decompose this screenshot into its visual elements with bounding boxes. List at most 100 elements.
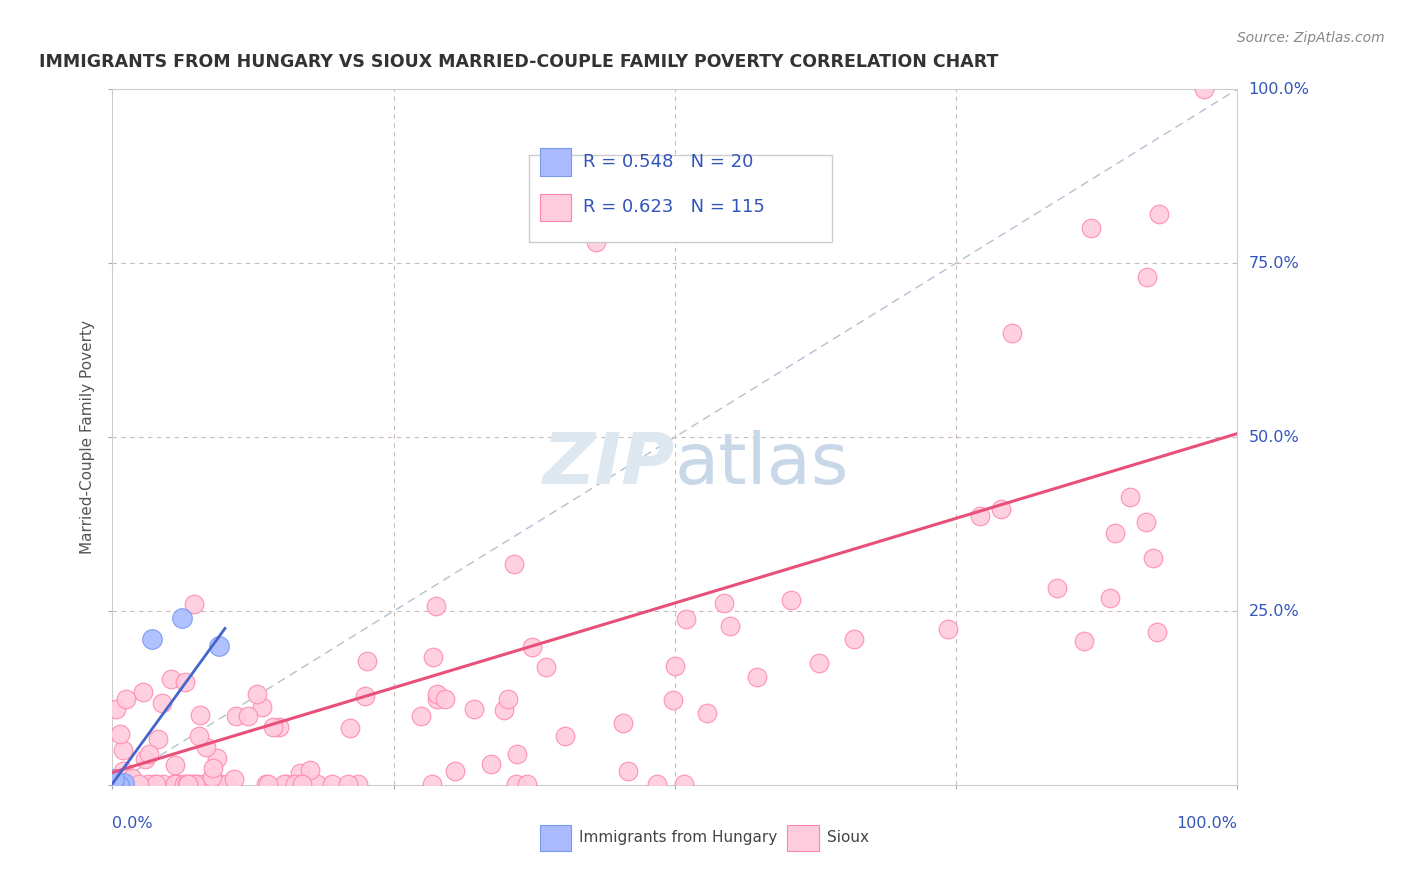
Point xyxy=(111,777,134,791)
Point xyxy=(101,777,124,791)
Point xyxy=(201,770,224,784)
Point xyxy=(426,688,449,702)
Point xyxy=(104,776,127,790)
Point xyxy=(105,777,128,791)
Point xyxy=(184,776,207,790)
Point xyxy=(1146,625,1168,640)
Point xyxy=(217,776,239,790)
Point xyxy=(163,776,186,790)
Point xyxy=(134,752,156,766)
Point xyxy=(103,772,125,786)
Point xyxy=(299,763,322,777)
Text: ZIP: ZIP xyxy=(543,431,675,500)
Point xyxy=(101,778,124,792)
Point xyxy=(1147,207,1170,221)
Point xyxy=(208,776,231,790)
Point xyxy=(152,776,174,790)
Point xyxy=(274,776,297,790)
Point xyxy=(121,771,143,785)
Point xyxy=(183,776,205,790)
Y-axis label: Married-Couple Family Poverty: Married-Couple Family Poverty xyxy=(80,320,96,554)
Point xyxy=(107,778,129,792)
Point xyxy=(426,692,449,706)
Point xyxy=(104,774,127,789)
Point xyxy=(422,650,444,665)
Point xyxy=(187,729,209,743)
Point xyxy=(1099,591,1122,606)
Point xyxy=(612,715,634,730)
Point xyxy=(645,776,668,790)
Text: Immigrants from Hungary: Immigrants from Hungary xyxy=(579,830,778,846)
FancyBboxPatch shape xyxy=(540,148,571,177)
Point xyxy=(675,612,697,626)
Point xyxy=(969,509,991,524)
Point xyxy=(505,776,527,790)
Text: 0.0%: 0.0% xyxy=(112,815,153,830)
Point xyxy=(166,776,188,790)
Point xyxy=(104,776,127,790)
Point xyxy=(112,776,135,790)
Point xyxy=(664,659,686,673)
Point xyxy=(554,729,576,743)
Point xyxy=(254,776,277,790)
Point xyxy=(842,632,865,646)
Point xyxy=(339,721,361,735)
Point xyxy=(246,687,269,701)
Point xyxy=(1104,525,1126,540)
Point xyxy=(103,776,125,790)
Point xyxy=(356,654,378,668)
Point xyxy=(269,720,291,734)
Point xyxy=(132,684,155,698)
Point xyxy=(201,776,224,790)
Point xyxy=(444,764,467,778)
Point xyxy=(103,776,125,790)
Point xyxy=(222,772,245,786)
Point xyxy=(718,619,741,633)
Point xyxy=(150,697,173,711)
FancyBboxPatch shape xyxy=(529,155,832,243)
Point xyxy=(111,776,134,790)
Point xyxy=(163,776,186,790)
Point xyxy=(145,776,167,790)
Point xyxy=(111,764,134,778)
Text: 100.0%: 100.0% xyxy=(1249,82,1309,96)
Point xyxy=(503,557,526,571)
Point xyxy=(165,758,187,772)
Point xyxy=(208,639,231,653)
Text: 75.0%: 75.0% xyxy=(1249,256,1299,270)
Point xyxy=(516,776,538,790)
Point xyxy=(425,599,447,614)
Point xyxy=(179,776,201,790)
Point xyxy=(250,699,273,714)
Point xyxy=(585,235,607,250)
Point xyxy=(347,776,370,790)
Point xyxy=(101,777,124,791)
Point xyxy=(101,778,124,792)
Point xyxy=(534,659,557,673)
Point xyxy=(1046,581,1069,595)
Point xyxy=(1136,270,1159,285)
Point xyxy=(262,720,284,734)
Point xyxy=(173,776,195,790)
Point xyxy=(1080,221,1102,235)
Point xyxy=(195,739,218,754)
Point xyxy=(288,766,311,780)
Point xyxy=(195,776,218,790)
Point xyxy=(291,776,314,790)
Point xyxy=(104,701,127,715)
Point xyxy=(494,703,516,717)
Text: Source: ZipAtlas.com: Source: ZipAtlas.com xyxy=(1237,31,1385,45)
Point xyxy=(101,778,124,792)
Point xyxy=(1135,515,1157,529)
Point xyxy=(201,761,224,775)
Text: 100.0%: 100.0% xyxy=(1177,815,1237,830)
Text: atlas: atlas xyxy=(675,431,849,500)
Point xyxy=(305,776,328,790)
Point xyxy=(273,776,295,790)
Point xyxy=(112,743,135,757)
Point xyxy=(321,776,343,790)
Point xyxy=(990,502,1012,516)
Point xyxy=(108,777,131,791)
Point xyxy=(616,764,638,778)
Text: IMMIGRANTS FROM HUNGARY VS SIOUX MARRIED-COUPLE FAMILY POVERTY CORRELATION CHART: IMMIGRANTS FROM HUNGARY VS SIOUX MARRIED… xyxy=(39,53,998,71)
